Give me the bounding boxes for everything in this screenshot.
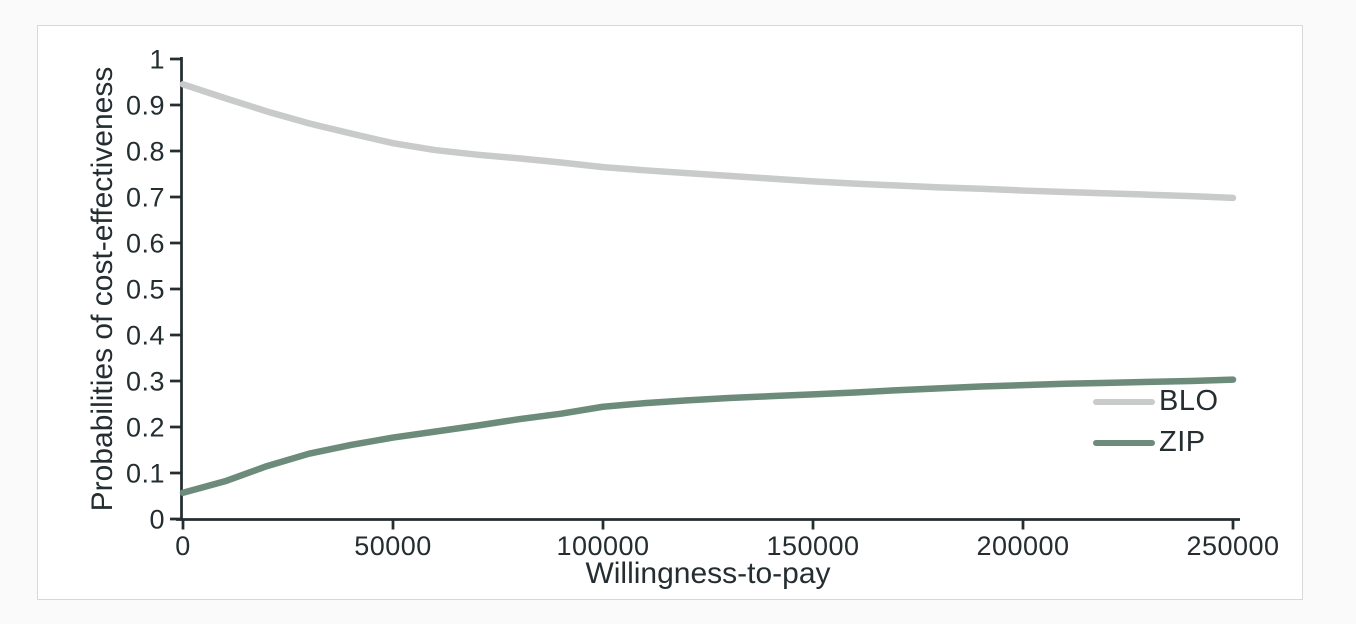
x-tick-label: 50000 [354,531,432,561]
y-tick-label: 0.3 [126,367,165,397]
legend-marker-blo [1093,398,1155,405]
x-tick-label: 200000 [976,531,1069,561]
y-tick-label: 0.6 [126,229,165,259]
x-tick-label: 100000 [556,531,649,561]
y-tick-label: 0.2 [126,413,165,443]
y-tick-label: 0.1 [126,459,165,489]
chart-frame [37,25,1303,600]
legend: BLO ZIP [1093,384,1219,460]
y-tick-label: 1 [149,45,165,75]
legend-marker-zip [1093,439,1155,446]
legend-label-blo: BLO [1159,385,1219,417]
x-tick-label: 250000 [1186,531,1279,561]
legend-item-blo: BLO [1093,384,1219,419]
legend-label-zip: ZIP [1159,426,1206,458]
y-tick-label: 0 [149,505,165,535]
y-axis-title: Probabilities of cost-effectiveness [86,66,119,512]
series-line-zip [179,376,1237,497]
legend-item-zip: ZIP [1093,425,1219,460]
y-tick-label: 0.8 [126,137,165,167]
x-axis-title: Willingness-to-pay [585,557,831,590]
y-tick-label: 0.4 [126,321,165,351]
series-line-blo [179,81,1237,202]
y-tick-label: 0.7 [126,183,165,213]
y-tick-label: 0.9 [126,91,165,121]
x-tick-label: 0 [175,531,191,561]
y-tick-label: 0.5 [126,275,165,305]
x-tick-label: 150000 [766,531,859,561]
